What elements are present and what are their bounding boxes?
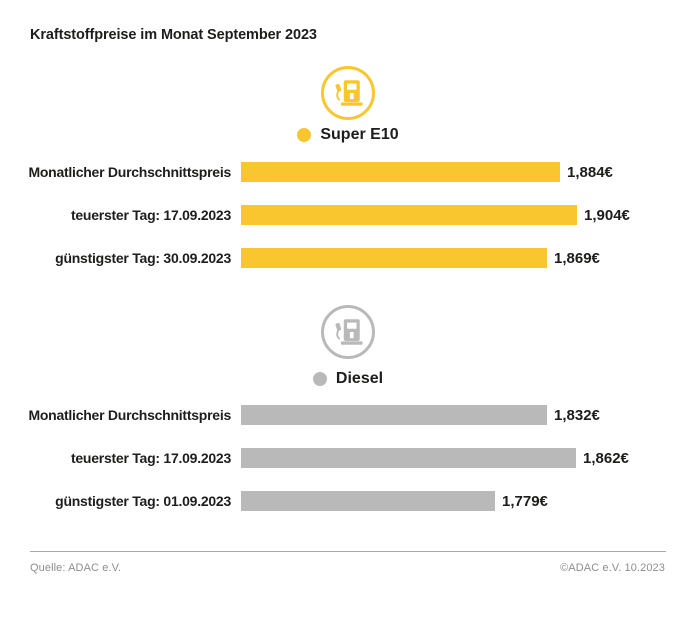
legend-dot-super-e10 [297,127,312,142]
fuel-pump-icon [321,66,375,120]
legend-label-diesel: Diesel [335,369,384,387]
bar-row: Monatlicher Durchschnittspreis 1,884€ [0,162,696,182]
bar-row: teuerster Tag: 17.09.2023 1,862€ [0,448,696,468]
bar-category-label: günstigster Tag: 30.09.2023 [55,250,231,266]
bar-value: 1,779€ [502,492,548,510]
bar-value: 1,832€ [554,406,600,424]
bar-category-label: teuerster Tag: 17.09.2023 [70,207,231,223]
bar [241,405,547,425]
fuel-pump-icon [321,305,375,359]
copyright-note: ©ADAC e.V. 10.2023 [560,562,665,574]
bar-row: günstigster Tag: 01.09.2023 1,779€ [0,491,696,511]
bar [241,491,495,511]
bar-value: 1,862€ [583,449,629,467]
bar [241,248,547,268]
legend-label-super-e10: Super E10 [320,125,399,143]
bar-value: 1,904€ [584,206,630,224]
fuel-pump-icon-glyph [335,80,363,106]
legend-dot-diesel [312,371,327,386]
source-note: Quelle: ADAC e.V. [30,562,122,574]
bar-category-label: teuerster Tag: 17.09.2023 [70,450,231,466]
footer-divider [30,551,666,552]
bar [241,162,560,182]
chart-title: Kraftstoffpreise im Monat September 2023 [30,27,317,43]
fuel-pump-icon-glyph [335,319,363,345]
legend-super-e10: Super E10 [0,126,696,143]
bar [241,205,577,225]
bar-value: 1,884€ [567,163,613,181]
bar-row: günstigster Tag: 30.09.2023 1,869€ [0,248,696,268]
bar-category-label: günstigster Tag: 01.09.2023 [55,493,231,509]
bar-value: 1,869€ [554,249,600,267]
bar-rows-diesel: Monatlicher Durchschnittspreis 1,832€ teue… [0,405,696,534]
bar-row: teuerster Tag: 17.09.2023 1,904€ [0,205,696,225]
legend-diesel: Diesel [0,370,696,387]
bar [241,448,576,468]
bar-category-label: Monatlicher Durchschnittspreis [28,164,231,180]
bar-rows-super-e10: Monatlicher Durchschnittspreis 1,884€ teue… [0,162,696,291]
bar-row: Monatlicher Durchschnittspreis 1,832€ [0,405,696,425]
bar-category-label: Monatlicher Durchschnittspreis [28,407,231,423]
